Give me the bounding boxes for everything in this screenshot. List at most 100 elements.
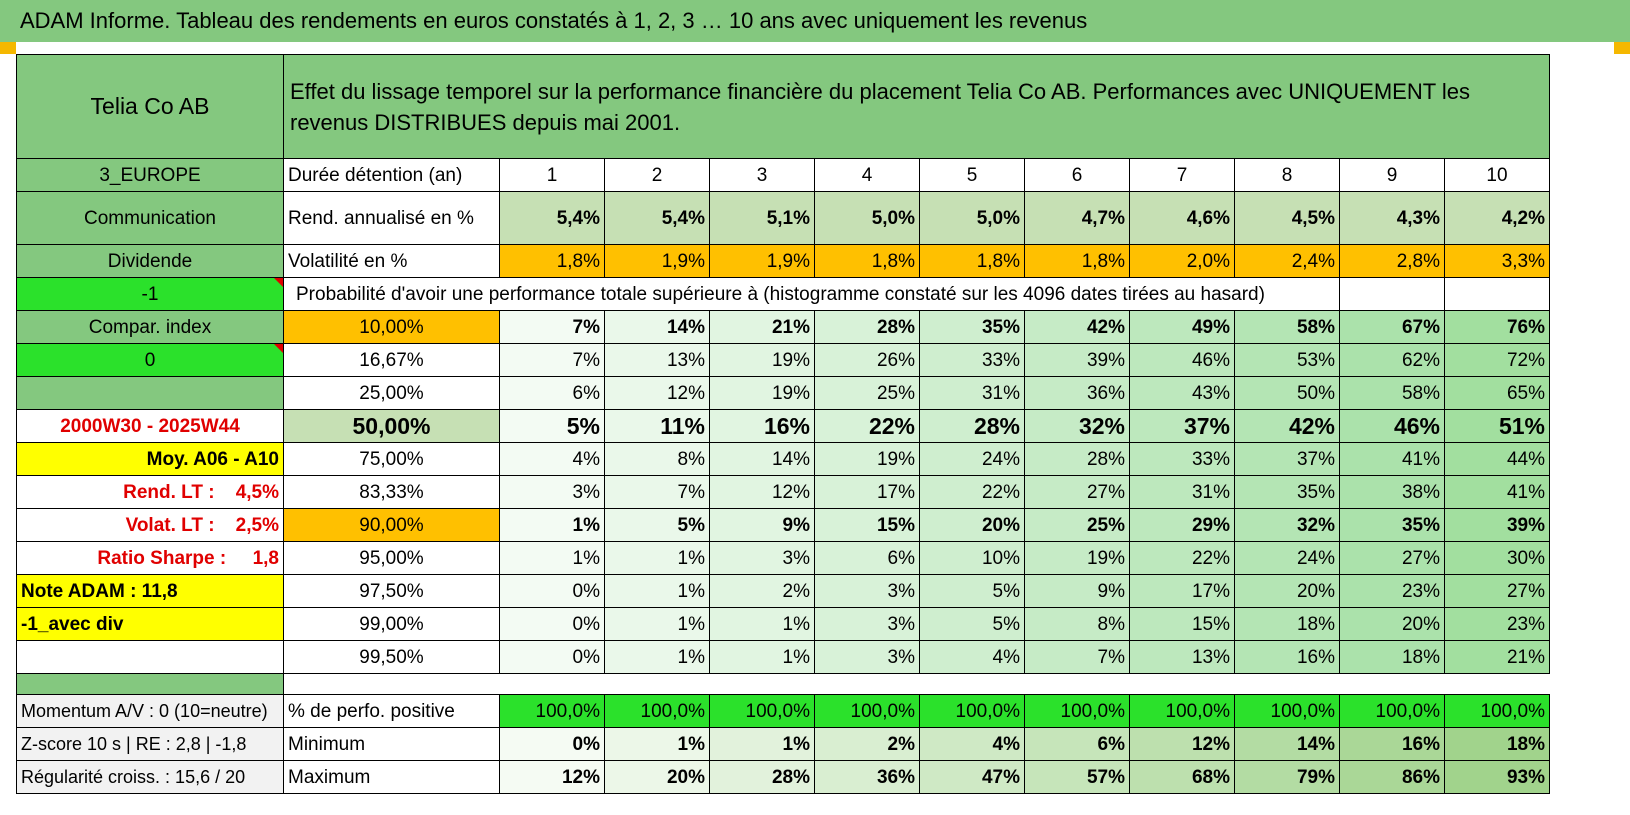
prob-row: 0 16,67% 7% 13% 19% 26% 33% 39% 46% 53% … xyxy=(16,343,1550,377)
prob-cell: 65% xyxy=(1444,376,1550,410)
prob-cell: 7% xyxy=(499,310,605,344)
prob-cell: 49% xyxy=(1129,310,1235,344)
empty-green-cell xyxy=(16,376,284,410)
prob-row: Rend. LT : 4,5% 83,33% 3% 7% 12% 17% 22%… xyxy=(16,475,1550,509)
minimum-cell: 16% xyxy=(1339,727,1445,761)
prob-cell: 16% xyxy=(709,409,815,443)
prob-cell: 5% xyxy=(604,508,710,542)
threshold-cell: 95,00% xyxy=(283,541,500,575)
prob-cell: 12% xyxy=(709,475,815,509)
prob-cell: 31% xyxy=(919,376,1025,410)
year-cell: 7 xyxy=(1129,158,1235,192)
prob-cell: 62% xyxy=(1339,343,1445,377)
empty-cell xyxy=(1339,277,1445,311)
prob-cell: 36% xyxy=(1024,376,1130,410)
prob-cell: 67% xyxy=(1339,310,1445,344)
prob-cell: 0% xyxy=(499,574,605,608)
threshold-cell: 25,00% xyxy=(283,376,500,410)
prob-cell: 1% xyxy=(604,640,710,674)
volatility-cell: 1,8% xyxy=(814,244,920,278)
prob-cell: 1% xyxy=(604,541,710,575)
period-label: 2000W30 - 2025W44 xyxy=(16,409,284,443)
maximum-cell: 68% xyxy=(1129,760,1235,794)
prob-cell: 22% xyxy=(814,409,920,443)
positive-cell: 100,0% xyxy=(1444,694,1550,728)
prob-cell: 14% xyxy=(604,310,710,344)
table-description: Effet du lissage temporel sur la perform… xyxy=(283,54,1550,159)
threshold-cell: 16,67% xyxy=(283,343,500,377)
prob-cell: 27% xyxy=(1444,574,1550,608)
compar-index-label: Compar. index xyxy=(16,310,284,344)
minimum-row: Z-score 10 s | RE : 2,8 | -1,8 Minimum 0… xyxy=(16,727,1550,761)
year-cell: 5 xyxy=(919,158,1025,192)
prob-cell: 44% xyxy=(1444,442,1550,476)
maximum-cell: 47% xyxy=(919,760,1025,794)
prob-cell: 27% xyxy=(1339,541,1445,575)
param-input-2[interactable]: 0 xyxy=(16,343,284,377)
prob-cell: 9% xyxy=(709,508,815,542)
prob-cell: 1% xyxy=(709,640,815,674)
minimum-cell: 1% xyxy=(604,727,710,761)
return-row: Communication Rend. annualisé en % 5,4% … xyxy=(16,191,1550,245)
return-label: Rend. annualisé en % xyxy=(283,191,500,245)
prob-cell: 26% xyxy=(814,343,920,377)
prob-cell: 28% xyxy=(1024,442,1130,476)
prob-cell: 5% xyxy=(499,409,605,443)
volatility-cell: 2,4% xyxy=(1234,244,1340,278)
prob-cell: 41% xyxy=(1444,475,1550,509)
prob-cell: 11% xyxy=(604,409,710,443)
long-term-volatility: Volat. LT : 2,5% xyxy=(16,508,284,542)
positive-cell: 100,0% xyxy=(709,694,815,728)
year-cell: 1 xyxy=(499,158,605,192)
prob-row: 99,50% 0% 1% 1% 3% 4% 7% 13% 16% 18% 21% xyxy=(16,640,1550,674)
minimum-cell: 18% xyxy=(1444,727,1550,761)
return-cell: 4,7% xyxy=(1024,191,1130,245)
spacer-cell xyxy=(284,674,1550,695)
maximum-cell: 57% xyxy=(1024,760,1130,794)
prob-cell: 46% xyxy=(1339,409,1445,443)
prob-cell: 27% xyxy=(1024,475,1130,509)
prob-cell: 1% xyxy=(604,607,710,641)
prob-cell: 25% xyxy=(814,376,920,410)
probability-label: Probabilité d'avoir une performance tota… xyxy=(283,277,1340,311)
prob-cell: 72% xyxy=(1444,343,1550,377)
years-row: 3_EUROPE Durée détention (an) 1 2 3 4 5 … xyxy=(16,158,1550,192)
prob-cell: 32% xyxy=(1234,508,1340,542)
prob-cell: 9% xyxy=(1024,574,1130,608)
prob-cell: 21% xyxy=(1444,640,1550,674)
prob-cell: 7% xyxy=(1024,640,1130,674)
threshold-cell: 83,33% xyxy=(283,475,500,509)
volatility-cell: 3,3% xyxy=(1444,244,1550,278)
minimum-cell: 12% xyxy=(1129,727,1235,761)
year-cell: 10 xyxy=(1444,158,1550,192)
prob-cell: 0% xyxy=(499,607,605,641)
return-cell: 4,5% xyxy=(1234,191,1340,245)
prob-cell: 5% xyxy=(919,574,1025,608)
prob-cell: 3% xyxy=(709,541,815,575)
prob-cell: 23% xyxy=(1444,607,1550,641)
prob-cell: 8% xyxy=(1024,607,1130,641)
prob-cell: 31% xyxy=(1129,475,1235,509)
prob-cell: 20% xyxy=(919,508,1025,542)
prob-cell: 38% xyxy=(1339,475,1445,509)
maximum-cell: 28% xyxy=(709,760,815,794)
region-label: 3_EUROPE xyxy=(16,158,284,192)
positive-cell: 100,0% xyxy=(1339,694,1445,728)
prob-cell: 19% xyxy=(814,442,920,476)
param-input-1[interactable]: -1 xyxy=(16,277,284,311)
corner-marker-left xyxy=(0,42,16,54)
prob-cell: 22% xyxy=(919,475,1025,509)
minimum-label: Minimum xyxy=(283,727,500,761)
momentum-label: Momentum A/V : 0 (10=neutre) xyxy=(16,694,284,728)
adam-note: Note ADAM : 11,8 xyxy=(16,574,284,608)
prob-cell: 28% xyxy=(919,409,1025,443)
prob-cell: 35% xyxy=(919,310,1025,344)
prob-cell: 33% xyxy=(919,343,1025,377)
prob-row: Compar. index 10,00% 7% 14% 21% 28% 35% … xyxy=(16,310,1550,344)
prob-cell: 39% xyxy=(1024,343,1130,377)
positive-cell: 100,0% xyxy=(604,694,710,728)
minimum-cell: 0% xyxy=(499,727,605,761)
prob-cell: 3% xyxy=(814,574,920,608)
minimum-cell: 1% xyxy=(709,727,815,761)
prob-row: Moy. A06 - A10 75,00% 4% 8% 14% 19% 24% … xyxy=(16,442,1550,476)
